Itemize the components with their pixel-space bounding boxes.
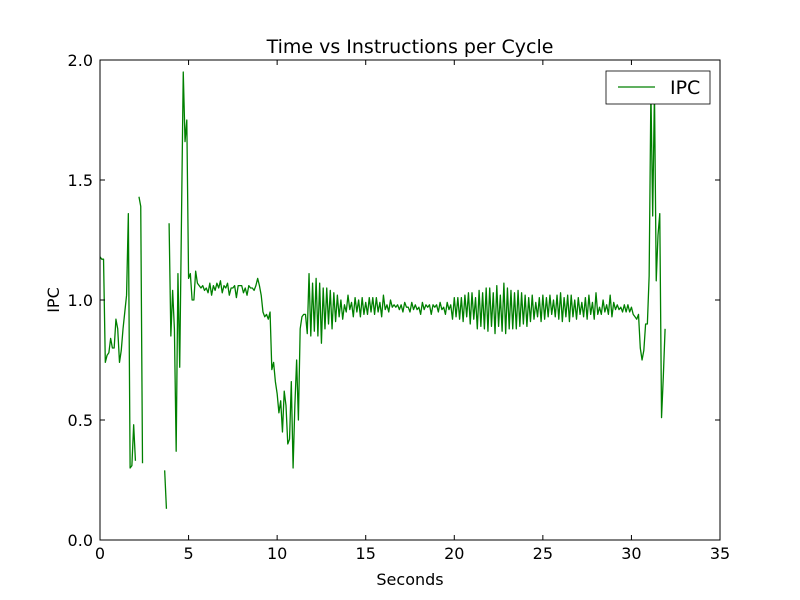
legend: IPC: [605, 70, 711, 105]
series-line-segment: [99, 212, 137, 469]
x-tick-label: 0: [95, 544, 105, 563]
x-tick-label: 25: [533, 544, 553, 563]
y-axis-label: IPC: [44, 287, 63, 313]
x-tick-label: 30: [621, 544, 641, 563]
y-tick-label: 1.5: [68, 171, 93, 190]
y-tick-label: 1.0: [68, 291, 93, 310]
y-tick-label: 2.0: [68, 51, 93, 70]
x-tick-label: 20: [444, 544, 464, 563]
series-line-segment: [164, 470, 168, 509]
x-tick-label: 15: [356, 544, 376, 563]
series-layer: [99, 71, 666, 509]
y-tick-label: 0.0: [68, 531, 93, 550]
plot-area: [100, 60, 720, 540]
ticks-layer: 0 5 10 15 20 25 30 35 0.0 0.5 1.0 1.5 2.0: [68, 51, 731, 563]
x-tick-label: 35: [710, 544, 730, 563]
x-axis-label: Seconds: [376, 570, 443, 589]
x-tick-label: 5: [183, 544, 193, 563]
series-line-segment: [168, 71, 666, 469]
series-line-segment: [138, 196, 144, 464]
legend-label-ipc: IPC: [670, 77, 700, 99]
plot-frame: [99, 59, 721, 541]
chart-title: Time vs Instructions per Cycle: [266, 36, 554, 58]
y-tick-label: 0.5: [68, 411, 93, 430]
x-tick-label: 10: [267, 544, 287, 563]
